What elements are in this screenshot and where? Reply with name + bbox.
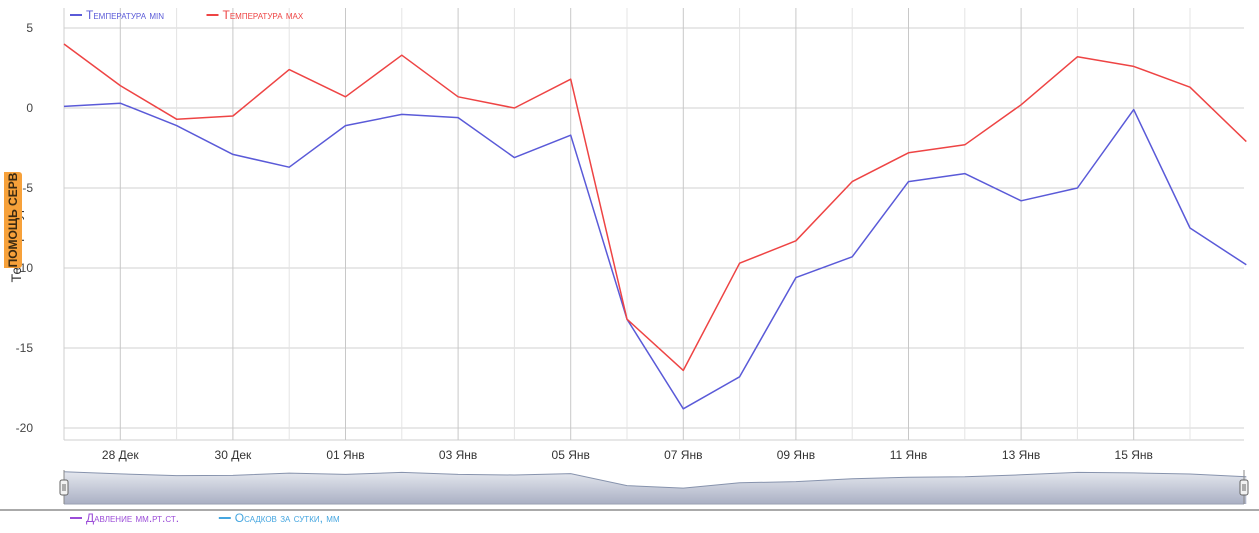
legend-item-label: Давление мм.рт.ст.: [86, 511, 179, 525]
y-tick-label: -20: [16, 421, 34, 435]
y-tick-label: 0: [26, 101, 33, 115]
x-tick-label: 01 Янв: [326, 448, 364, 462]
range-navigator[interactable]: [0, 470, 1259, 511]
x-tick-label: 11 Янв: [890, 448, 927, 462]
y-tick-label: -5: [22, 181, 33, 195]
y-tick-label: 5: [26, 21, 33, 35]
grid: [63, 8, 1244, 441]
x-tick-label: 05 Янв: [552, 448, 590, 462]
x-axis: 28 Дек 30 Дек 01 Янв 03 Янв 05 Янв 07 Янв 09 Я…: [102, 448, 1153, 462]
series-lines: [63, 43, 1247, 410]
help-tab-label: ПОМОЩЬ СЕРВ: [6, 172, 20, 268]
x-tick-label: 13 Янв: [1002, 448, 1040, 462]
legend-item-label: Температура max: [223, 8, 304, 22]
navigator-handle-right[interactable]: [1239, 479, 1249, 496]
navigator-line: [63, 471, 1247, 489]
x-tick-label: 09 Янв: [777, 448, 815, 462]
x-tick-label: 28 Дек: [102, 448, 139, 462]
legend-item-label: Осадков за сутки, мм: [235, 511, 340, 525]
legend-item-label: Температура min: [86, 8, 164, 22]
series-line: [63, 43, 1247, 372]
legend-top: Температура min Температура max: [70, 8, 304, 22]
x-tick-label: 07 Янв: [664, 448, 702, 462]
help-tab[interactable]: ПОМОЩЬ СЕРВ: [4, 172, 22, 268]
navigator-area: [64, 471, 1247, 504]
x-tick-label: 30 Дек: [215, 448, 252, 462]
legend-bottom: Давление мм.рт.ст. Осадков за сутки, мм: [70, 511, 340, 525]
x-tick-label: 15 Янв: [1115, 448, 1153, 462]
x-tick-label: 03 Янв: [439, 448, 477, 462]
series-line: [63, 102, 1247, 410]
navigator-handle-left[interactable]: [59, 479, 69, 496]
y-tick-label: -15: [16, 341, 34, 355]
